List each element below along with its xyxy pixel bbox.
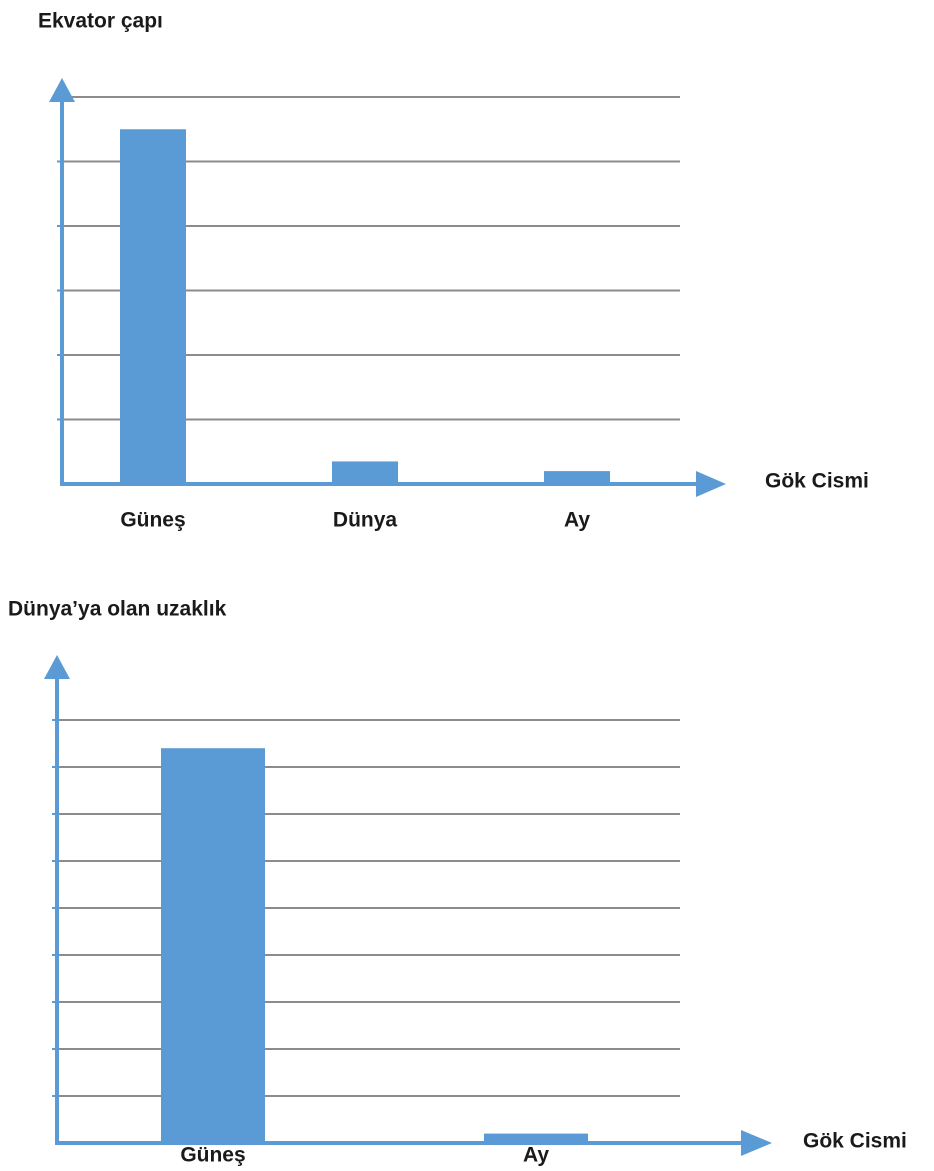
- x-axis-title: Gök Cismi: [765, 470, 869, 493]
- bar: [120, 129, 186, 484]
- x-tick-label: Dünya: [333, 509, 398, 532]
- bar: [161, 748, 265, 1143]
- x-axis-arrow: [696, 471, 726, 497]
- page: Ekvator çapı Güneş Dünya Ay Gök Cismi Dünya’y…: [0, 0, 934, 1171]
- x-tick-label: Ay: [564, 509, 590, 532]
- bar: [332, 461, 398, 484]
- axis-title: Ekvator çapı: [38, 10, 163, 33]
- x-axis-arrow: [741, 1130, 772, 1156]
- y-axis-arrow: [49, 78, 75, 102]
- x-tick-label: Güneş: [120, 509, 185, 532]
- y-axis-arrow: [44, 655, 70, 679]
- axis-title: Dünya’ya olan uzaklık: [8, 598, 227, 621]
- x-tick-label: Ay: [523, 1144, 549, 1167]
- x-tick-label: Güneş: [180, 1144, 245, 1167]
- x-axis-title: Gök Cismi: [803, 1130, 907, 1153]
